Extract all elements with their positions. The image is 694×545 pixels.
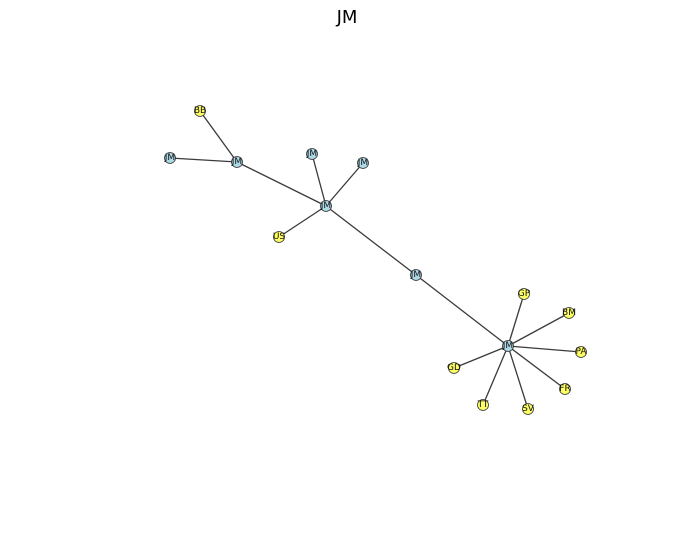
node-circle [164,152,176,164]
edge-n_hub2-n_pa [507,345,582,353]
edge-n_hub2-n_fr [507,345,566,390]
edge-n_bb-n_jm2 [199,110,238,163]
edge-n_mid-n_hub2 [415,274,509,347]
graph-node-gp-9: GP [518,288,531,300]
graph-title: JM [336,7,358,28]
node-label: TT [477,400,489,410]
graph-node-tt-14: TT [477,399,489,411]
node-label: BM [562,308,576,318]
edge-layer [169,110,582,410]
graph-node-fr-12: FR [559,383,571,395]
node-label: PA [575,347,587,357]
node-label: GD [447,363,461,373]
node-label: SV [522,404,535,414]
node-label: FR [559,384,570,394]
edge-n_hub2-n_bm [507,312,570,347]
node-label: JM [164,153,175,163]
node-circle [410,269,422,281]
node-circle [575,346,587,358]
edge-n_jm1-n_jm2 [169,157,238,163]
graph-node-bm-10: BM [562,307,576,319]
node-circle [194,105,206,117]
node-circle [273,231,285,243]
node-label: JM [306,149,317,159]
node-circle [477,399,489,411]
edge-n_hub2-n_gd [453,345,509,369]
graph-node-gd-15: GD [447,362,461,374]
graph-node-jm-2: JM [231,156,243,168]
graph-node-jm-7: JM [410,269,422,281]
edge-n_hub1-n_mid [325,205,417,276]
graph-node-us-6: US [273,231,286,243]
edge-n_jm2-n_hub1 [236,161,327,207]
node-circle [522,403,534,415]
node-label: JM [410,270,421,280]
graph-node-jm-4: JM [357,157,369,169]
edge-n_hub2-n_gp [507,293,525,347]
edge-n_hub2-n_sv [507,345,529,410]
node-label: JM [231,157,242,167]
graph-node-bb-0: BB [194,105,206,117]
node-label: JM [502,341,513,351]
graph-node-jm-3: JM [306,148,318,160]
node-circle [320,200,332,212]
graph-node-jm-5: JM [320,200,332,212]
graph-node-pa-11: PA [575,346,587,358]
node-label: JM [320,201,331,211]
node-circle [518,288,530,300]
node-circle [502,340,514,352]
graph-node-jm-8: JM [502,340,514,352]
edge-n_jm4-n_hub1 [325,162,364,207]
node-label: US [273,232,286,242]
node-layer: BB JM JM JM JM JM US JM JM GP BM PA FR SV TT GD [164,105,587,415]
edge-n_us-n_hub1 [278,205,327,238]
node-circle [563,307,575,319]
node-label: BB [194,106,206,116]
node-label: JM [357,158,368,168]
node-label: GP [518,289,531,299]
graph-node-sv-13: SV [522,403,535,415]
node-circle [559,383,571,395]
node-circle [231,156,243,168]
node-circle [448,362,460,374]
node-circle [306,148,318,160]
node-circle [357,157,369,169]
edge-n_jm3-n_hub1 [311,153,327,207]
graph-node-jm-1: JM [164,152,176,164]
edge-n_hub2-n_tt [482,345,509,406]
